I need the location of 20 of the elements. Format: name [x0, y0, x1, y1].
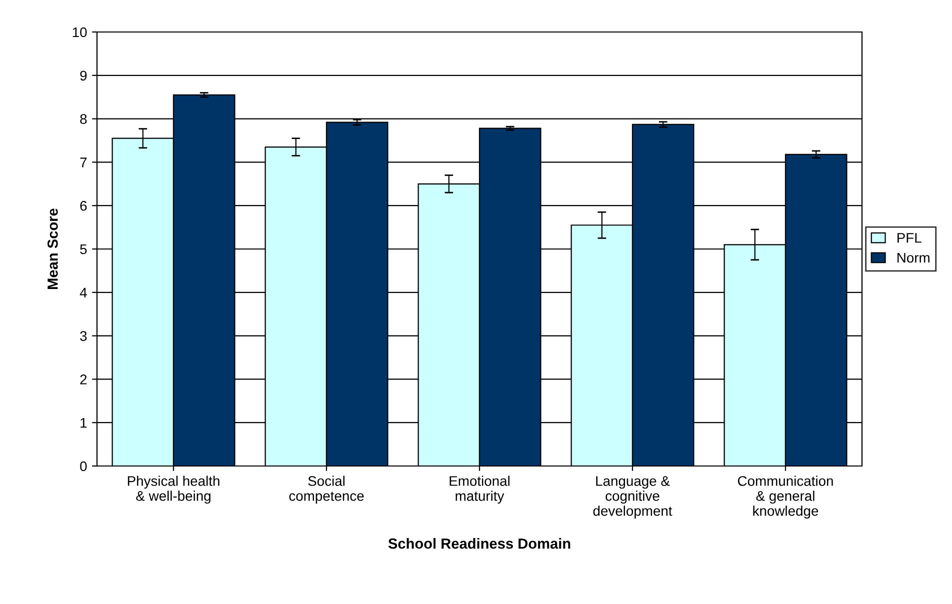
x-tick-label: Physical health & well-being [128, 476, 220, 504]
y-tick-label: 4 [80, 288, 87, 298]
y-tick-label: 10 [72, 27, 87, 38]
y-tick-label: 9 [80, 70, 87, 81]
y-tick-label: 0 [80, 461, 87, 472]
legend-label: Norm [898, 252, 930, 263]
x-tick-label: Communication & general knowledge [738, 476, 833, 519]
y-tick-label: 7 [80, 158, 87, 168]
x-tick-label: Language & cognitive development [593, 476, 672, 519]
y-tick-label: 5 [80, 244, 87, 254]
y-tick-label: 6 [80, 200, 87, 211]
y-tick-label: 1 [80, 418, 87, 428]
y-axis-title: Mean Score [48, 208, 58, 289]
y-tick-label: 8 [80, 114, 87, 124]
legend-label: PFL [898, 233, 922, 243]
x-tick-label: Social competence [289, 476, 364, 504]
x-axis-title: School Readiness Domain [388, 538, 570, 549]
y-tick-label: 3 [80, 331, 87, 341]
y-tick-label: 2 [80, 374, 87, 384]
x-tick-label: Emotional maturity [450, 476, 510, 504]
